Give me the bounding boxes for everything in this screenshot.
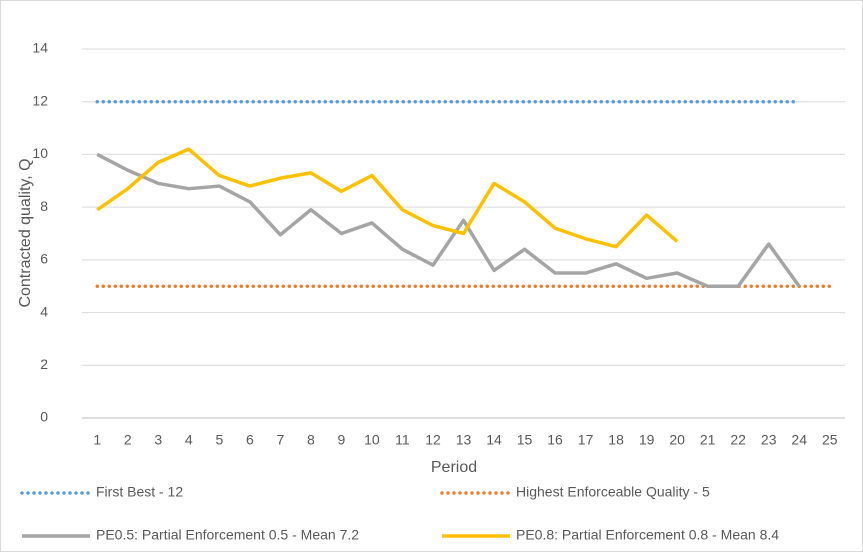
x-tick-label: 15 [517, 432, 533, 448]
x-tick-label: 20 [669, 432, 685, 448]
x-tick-label: 2 [124, 432, 132, 448]
y-tick-label: 2 [40, 356, 48, 372]
x-tick-label: 18 [608, 432, 624, 448]
x-axis-label: Period [431, 459, 477, 476]
y-axis-label: Contracted quality, Q [17, 158, 34, 307]
x-tick-label: 16 [547, 432, 563, 448]
legend-label: PE0.5: Partial Enforcement 0.5 - Mean 7.… [96, 527, 359, 543]
x-tick-label: 5 [215, 432, 223, 448]
series-line [96, 147, 679, 249]
x-tick-label: 24 [791, 432, 807, 448]
x-tick-label: 8 [307, 432, 315, 448]
x-tick-label: 19 [639, 432, 655, 448]
y-tick-label: 6 [40, 251, 48, 267]
x-tick-label: 14 [486, 432, 502, 448]
x-tick-label: 17 [578, 432, 594, 448]
x-tick-label: 9 [338, 432, 346, 448]
x-tick-label: 10 [364, 432, 380, 448]
legend-label: First Best - 12 [96, 484, 183, 500]
x-tick-label: 25 [822, 432, 838, 448]
series-line [96, 152, 801, 288]
x-tick-label: 23 [761, 432, 777, 448]
x-tick-label: 13 [456, 432, 472, 448]
x-tick-label: 11 [395, 432, 410, 448]
x-tick-label: 21 [700, 432, 716, 448]
legend-label: PE0.8: Partial Enforcement 0.8 - Mean 8.… [516, 527, 779, 543]
x-tick-label: 6 [246, 432, 254, 448]
y-tick-label: 14 [32, 40, 48, 56]
y-tick-label: 4 [40, 303, 48, 319]
y-tick-label: 0 [40, 409, 48, 425]
y-tick-label: 10 [32, 145, 48, 161]
x-tick-label: 1 [93, 432, 101, 448]
x-tick-label: 3 [154, 432, 162, 448]
x-tick-label: 22 [730, 432, 746, 448]
x-tick-label: 7 [276, 432, 284, 448]
x-tick-label: 12 [425, 432, 441, 448]
y-tick-label: 12 [32, 92, 48, 108]
y-tick-label: 8 [40, 198, 48, 214]
legend-label: Highest Enforceable Quality - 5 [516, 484, 710, 500]
x-tick-label: 4 [185, 432, 193, 448]
